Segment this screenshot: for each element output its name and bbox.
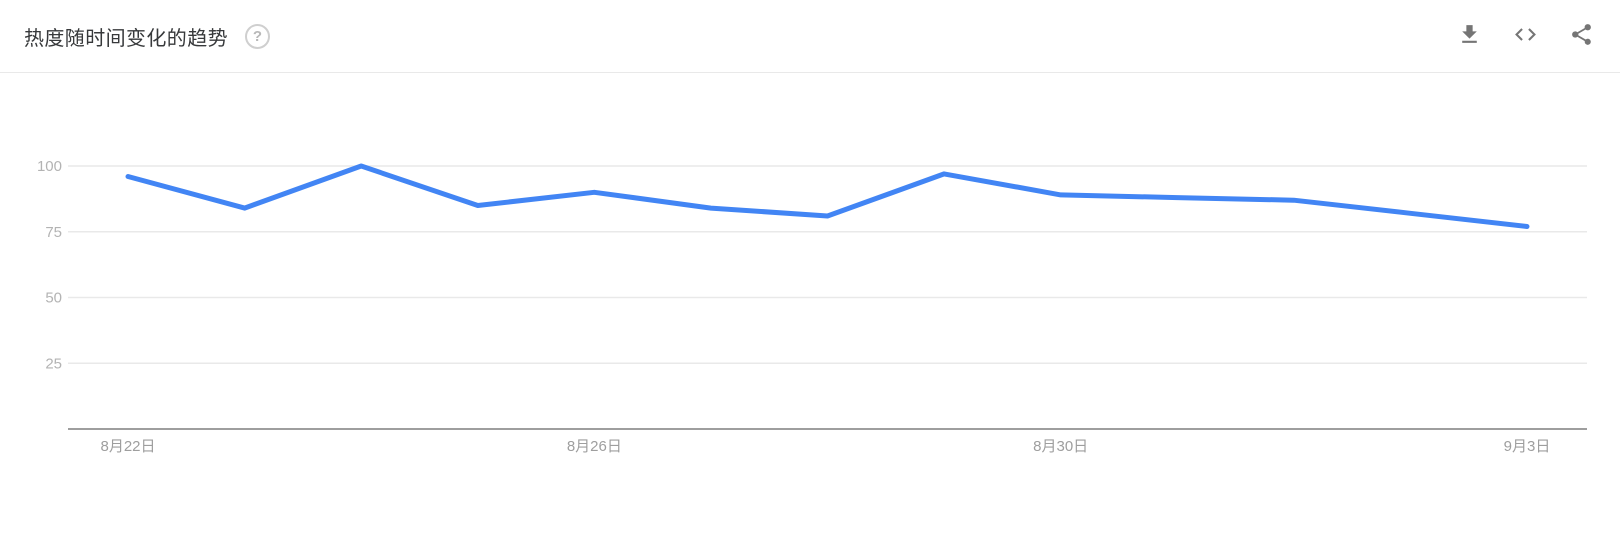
widget-actions: [1456, 23, 1596, 49]
share-icon: [1569, 22, 1594, 50]
x-axis-label: 8月30日: [1033, 438, 1088, 455]
trend-line-chart[interactable]: 100 75 50 25 8月22日 8月26日 8月30日 9月3日: [0, 73, 1620, 543]
y-axis-label: 50: [45, 290, 62, 307]
trend-line-chart-svg[interactable]: 100 75 50 25 8月22日 8月26日 8月30日 9月3日: [0, 73, 1620, 543]
embed-code-icon: [1513, 22, 1538, 50]
y-axis-label: 25: [45, 355, 62, 372]
widget-header: 热度随时间变化的趋势 ?: [0, 0, 1620, 73]
widget-title: 热度随时间变化的趋势: [24, 27, 228, 50]
x-axis-label: 8月22日: [100, 438, 155, 455]
download-icon: [1457, 22, 1482, 50]
x-axis-label: 8月26日: [567, 438, 622, 455]
title-row: 热度随时间变化的趋势 ?: [24, 22, 270, 51]
trend-line[interactable]: [125, 163, 1530, 229]
y-axis-label: 75: [45, 224, 62, 241]
help-icon[interactable]: ?: [245, 23, 270, 49]
y-axis-label: 100: [37, 158, 62, 175]
x-axis-label: 9月3日: [1504, 438, 1551, 455]
embed-code-button[interactable]: [1512, 23, 1538, 49]
share-button[interactable]: [1568, 23, 1594, 49]
download-button[interactable]: [1456, 23, 1482, 49]
